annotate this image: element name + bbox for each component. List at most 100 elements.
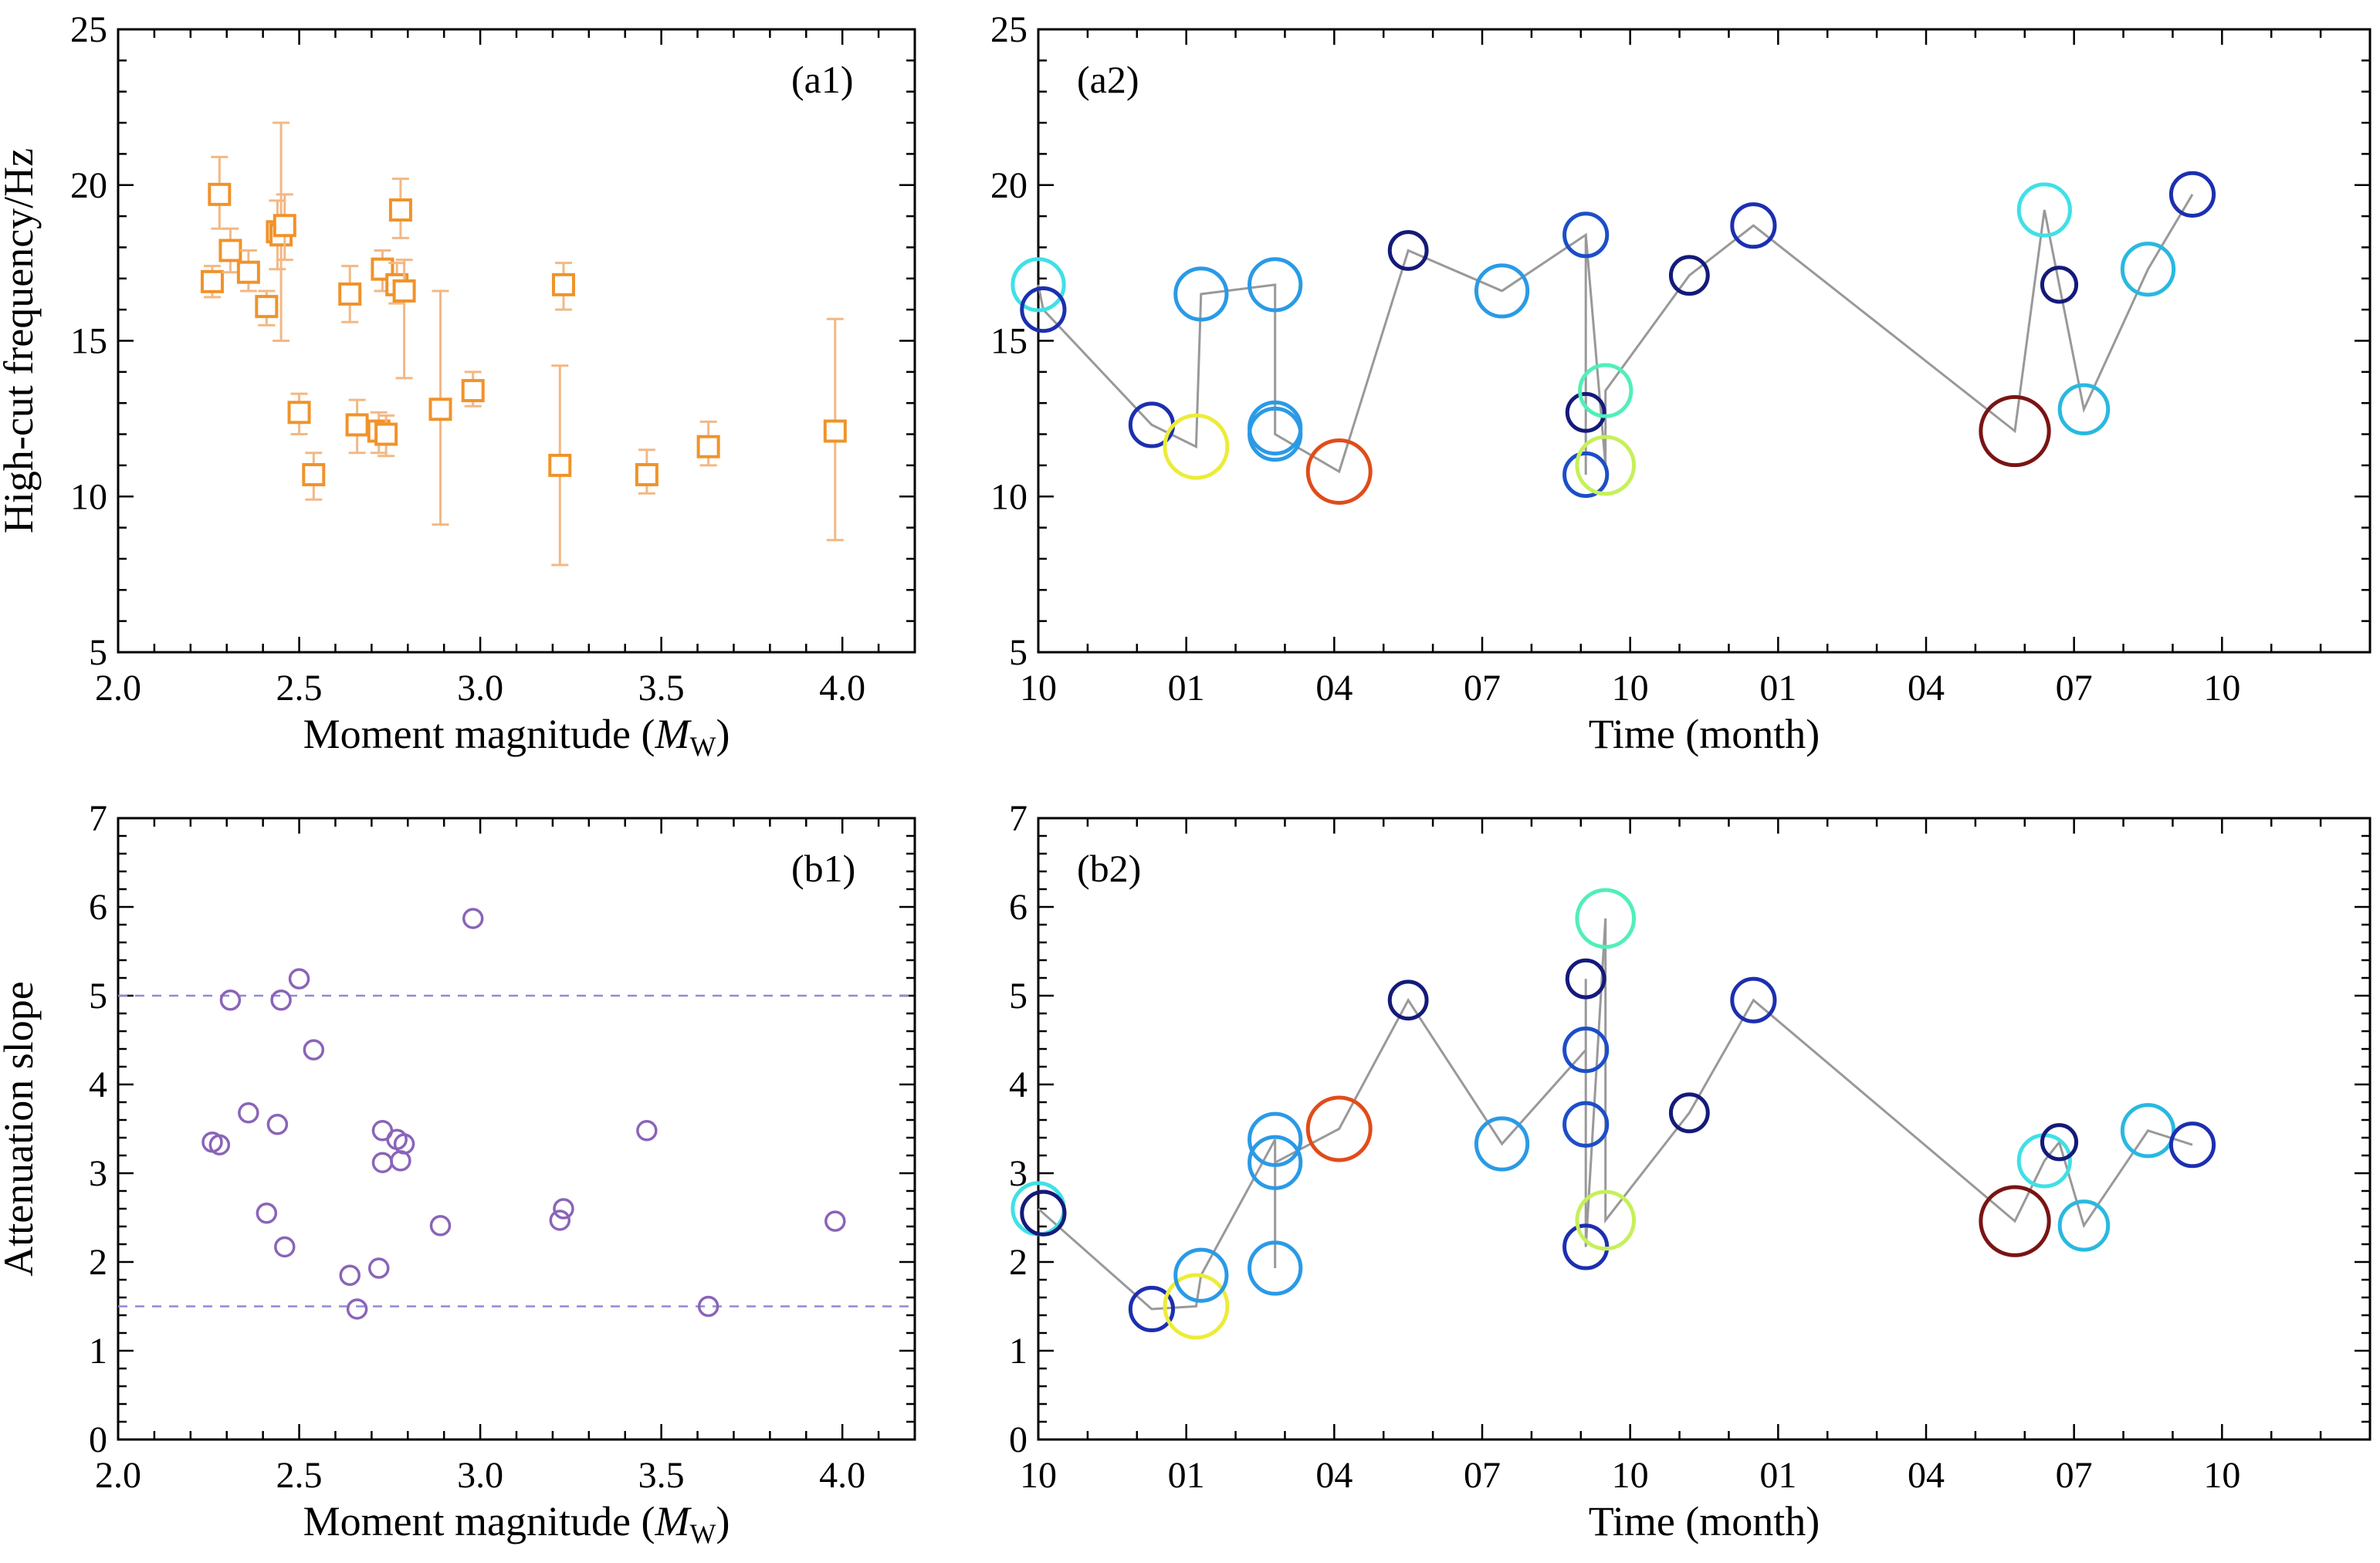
data-point-bubble <box>1565 958 1606 1000</box>
data-point-bubble <box>1011 257 1066 313</box>
data-point-bubble <box>1163 1273 1230 1340</box>
y-tick-label: 7 <box>1009 798 1027 839</box>
data-point-circle <box>266 1114 289 1135</box>
data-point-square <box>200 269 224 293</box>
y-tick-label: 3 <box>89 1153 107 1194</box>
x-axis-label-close: ) <box>716 711 730 757</box>
x-tick-label: 2.0 <box>95 668 141 709</box>
data-point-bubble <box>2120 1103 2176 1159</box>
x-axis-label-symbol: M <box>654 711 692 757</box>
data-point-circle <box>274 1236 296 1258</box>
x-tick-label: 3.0 <box>457 668 503 709</box>
data-point-circle <box>208 1134 231 1155</box>
data-point-bubble <box>1020 1189 1067 1237</box>
data-point-circle <box>288 968 310 990</box>
y-tick-label: 10 <box>70 476 107 517</box>
data-point-bubble <box>1668 255 1710 296</box>
data-point-square <box>302 463 326 487</box>
data-point-bubble <box>1248 1111 1303 1167</box>
x-tick-label: 3.5 <box>638 668 685 709</box>
x-tick-label: 01 <box>1168 668 1205 709</box>
data-point-square <box>287 401 311 425</box>
x-tick-label: 07 <box>2056 1455 2093 1496</box>
x-tick-label: 04 <box>1315 668 1353 709</box>
panel-label: (a1) <box>791 58 854 101</box>
data-point-circle <box>219 990 242 1011</box>
x-tick-label: 04 <box>1315 1455 1353 1496</box>
data-point-bubble <box>2040 1123 2079 1162</box>
y-tick-label: 0 <box>1009 1419 1027 1460</box>
data-point-square <box>551 272 575 296</box>
x-tick-label: 2.5 <box>276 668 323 709</box>
data-point-square <box>208 182 232 206</box>
y-tick-label: 5 <box>1009 976 1027 1017</box>
data-point-bubble <box>1248 257 1303 313</box>
data-point-bubble <box>1128 1285 1176 1333</box>
x-tick-label: 2.5 <box>276 1455 323 1496</box>
data-point-bubble <box>2040 266 2079 304</box>
data-point-bubble <box>1387 230 1429 271</box>
plot-frame <box>117 28 916 654</box>
x-tick-label: 01 <box>1168 1455 1205 1496</box>
y-tick-label: 10 <box>990 476 1027 517</box>
x-tick-label: 2.0 <box>95 1455 141 1496</box>
x-tick-label: 07 <box>2056 668 2093 709</box>
x-tick-label: 4.0 <box>819 668 865 709</box>
panel-label: (b2) <box>1077 847 1141 890</box>
data-point-bubble <box>1562 451 1610 499</box>
data-point-bubble <box>1248 1240 1303 1296</box>
x-tick-label: 04 <box>1908 1455 1945 1496</box>
y-axis-label: Attenuation slope <box>0 981 42 1276</box>
plot-frame <box>1037 817 2372 1441</box>
data-point-square <box>236 260 260 284</box>
x-tick-label: 07 <box>1464 1455 1501 1496</box>
data-point-bubble <box>1173 1247 1229 1303</box>
data-point-circle <box>390 1150 411 1172</box>
x-axis-label: Time (month) <box>1589 711 1820 757</box>
data-point-bubble <box>1305 1095 1373 1162</box>
y-tick-label: 2 <box>89 1242 107 1283</box>
panel-label: (a2) <box>1077 58 1139 101</box>
data-point-square <box>461 379 485 403</box>
y-tick-label: 25 <box>70 9 107 50</box>
data-point-circle <box>371 1152 394 1173</box>
x-tick-label: 07 <box>1464 668 1501 709</box>
data-point-bubble <box>1173 266 1229 322</box>
data-point-bubble <box>2016 182 2072 238</box>
y-axis-label: High-cut frequency/Hz <box>0 148 42 533</box>
data-point-circle <box>238 1102 259 1124</box>
x-tick-label: 01 <box>1759 1455 1796 1496</box>
y-tick-label: 15 <box>70 321 107 362</box>
data-point-circle <box>367 1257 390 1279</box>
data-point-square <box>338 282 362 306</box>
x-axis-label: Time (month) <box>1589 1498 1820 1544</box>
x-axis-label-close: ) <box>716 1498 730 1544</box>
data-point-bubble <box>2168 1122 2216 1169</box>
data-point-circle <box>549 1209 571 1231</box>
data-point-bubble <box>1562 211 1610 259</box>
data-point-circle <box>270 990 292 1011</box>
panel-a1: 5 10 15 20 25 2.0 2.5 3.0 3.5 4.0 Moment magnitude… <box>0 9 916 762</box>
y-tick-label: 5 <box>89 632 107 673</box>
data-point-bubble <box>1575 435 1637 496</box>
x-axis-label: Moment magnitude (MW) <box>303 711 730 762</box>
data-point-square <box>374 422 398 446</box>
data-point-bubble <box>1565 391 1606 433</box>
x-axis-label-subscript: W <box>689 731 716 762</box>
y-tick-label: 7 <box>89 798 107 839</box>
data-point-square <box>635 463 658 487</box>
y-tick-label: 5 <box>89 976 107 1017</box>
y-tick-label: 1 <box>89 1331 107 1372</box>
y-tick-label: 0 <box>89 1419 107 1460</box>
x-axis-label-text: Moment magnitude ( <box>303 1498 655 1544</box>
data-point-bubble <box>1474 263 1530 319</box>
x-tick-label: 10 <box>1020 668 1057 709</box>
data-point-square <box>345 413 369 437</box>
x-tick-label: 4.0 <box>819 1455 865 1496</box>
x-tick-label: 01 <box>1759 668 1796 709</box>
y-tick-label: 2 <box>1009 1242 1027 1283</box>
data-point-square <box>696 435 720 458</box>
data-point-square <box>273 214 296 238</box>
data-point-bubble <box>1575 888 1637 949</box>
